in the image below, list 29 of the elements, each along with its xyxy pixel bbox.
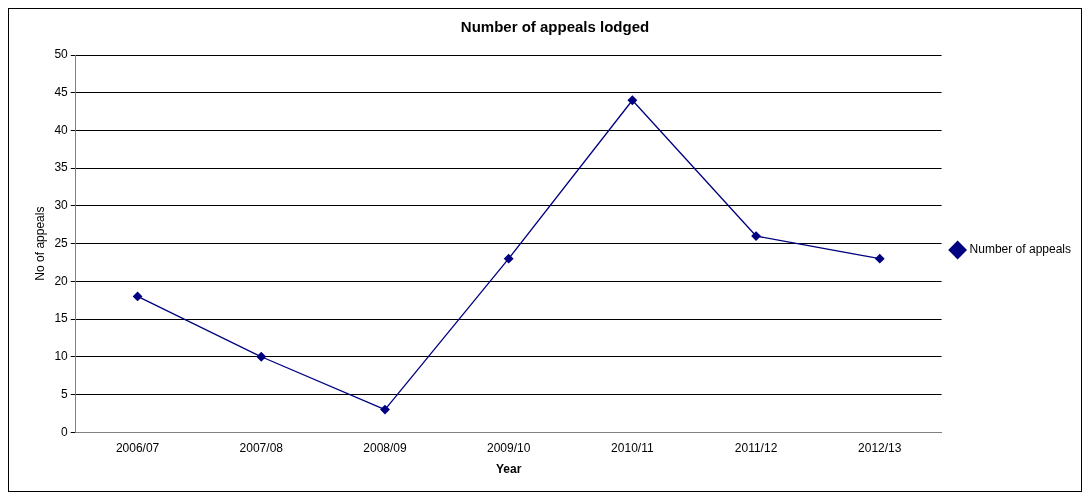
chart-title: Number of appeals lodged (460, 18, 650, 36)
y-tick-label: 25 (54, 235, 69, 250)
y-tick-label: 45 (54, 85, 69, 100)
point (875, 254, 885, 264)
x-tick-label: 2012/13 (858, 440, 902, 455)
point (504, 254, 514, 264)
y-tick-label: 5 (61, 386, 69, 401)
y-tick-label: 15 (54, 311, 69, 326)
y-tick-label: 30 (54, 198, 69, 213)
y-tick-label: 50 (54, 47, 69, 62)
y-tick-label: 20 (54, 273, 69, 288)
x-tick-label: 2011/12 (734, 440, 778, 455)
x-axis-title: Year (496, 462, 522, 477)
point (132, 291, 143, 302)
y-tick-label: 10 (54, 349, 69, 364)
y-axis-title: No of appeals (32, 206, 47, 281)
y-tick-label: 0 (61, 424, 69, 439)
point (380, 404, 390, 415)
x-tick-label: 2006/07 (115, 440, 160, 455)
x-tick-label: 2007/08 (239, 440, 284, 455)
point (256, 352, 266, 362)
x-tick-label: 2008/09 (363, 440, 407, 455)
legend-label: Number of appeals (969, 242, 1071, 257)
y-tick-label: 35 (54, 160, 69, 175)
point (751, 231, 761, 241)
x-tick-label: 2010/11 (611, 440, 654, 455)
x-tick-label: 2009/10 (486, 440, 531, 455)
y-tick-label: 40 (54, 122, 69, 137)
point (627, 95, 638, 105)
